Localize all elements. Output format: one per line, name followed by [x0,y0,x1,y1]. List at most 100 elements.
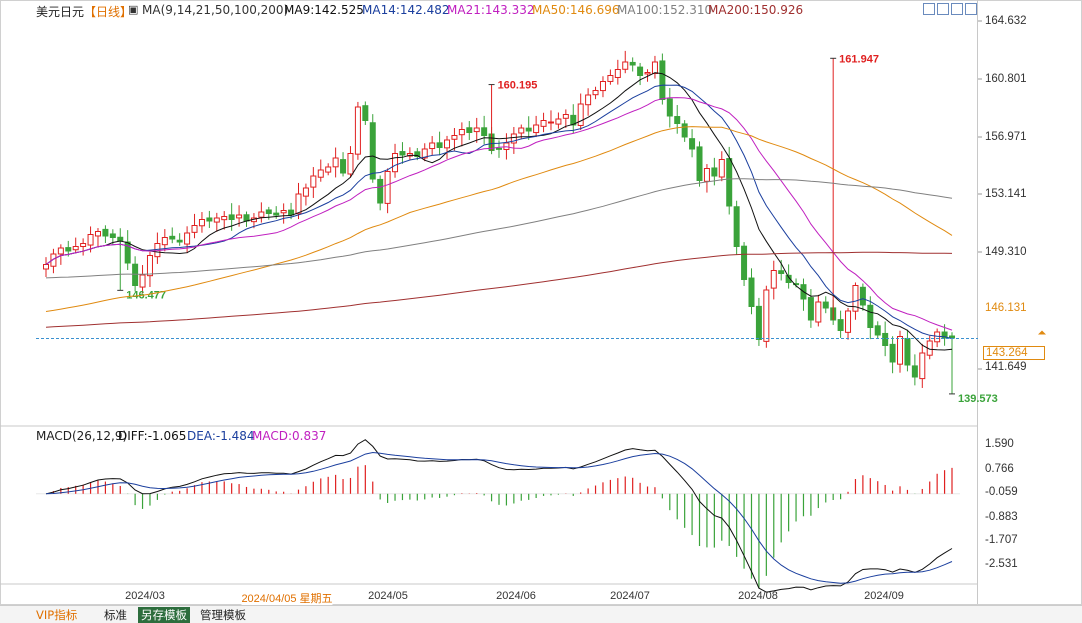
candle-body [399,151,406,156]
candle-body [362,105,369,121]
price-tick: 160.801 [985,73,1027,85]
candle-body [941,331,948,339]
price-tick: 153.141 [985,188,1027,200]
candle-body [763,289,770,342]
candle-body [659,60,666,100]
candle-body [317,169,324,178]
standard-tab[interactable]: 标准 [104,608,127,622]
zoom-icon[interactable] [937,3,949,15]
candle-body [874,325,881,336]
close-icon[interactable] [965,3,977,15]
candle-body [347,153,354,175]
macd-tick: -0.059 [985,486,1018,498]
candle-body [629,61,636,66]
current-price-label: 143.264 [983,346,1045,360]
candle-body [726,158,733,207]
candle-body [577,103,584,126]
ma100-line [45,178,953,279]
candle-body [703,168,710,182]
candle-body [451,135,458,140]
ma-label: MA(9,14,21,50,100,200) [142,3,289,17]
candle-body [518,127,525,134]
candle-body [911,365,918,378]
candle-body [295,193,302,215]
candle-body [414,151,421,158]
expand-icon[interactable] [951,3,963,15]
candle-body [94,231,101,237]
indicator-tab-bar: VIP指标 标准 另存模板 管理模板 [0,605,1082,623]
candle-body [243,214,250,222]
candle-body [473,127,480,133]
extreme-label: 161.947 [839,53,879,65]
candle-body [65,247,72,252]
ma14-line [45,84,953,340]
candle-body [599,81,606,92]
price-tick: 149.310 [985,246,1027,258]
candle-body [674,116,681,125]
candle-body [555,118,562,125]
candle-body [132,263,139,287]
candle-body [748,277,755,307]
candle-body [822,301,829,309]
ma50-line [45,126,953,312]
candle-body [711,167,718,177]
candle-body [859,286,866,306]
candle-body [607,75,614,82]
candle-body [421,148,428,159]
crosshair-icon[interactable] [923,3,935,15]
candle-body [845,310,852,333]
candle-body [540,120,547,127]
candle-body [57,247,64,255]
cursor-date-label: 2024/04/05 星期五 [241,590,333,606]
candle-body [369,122,376,180]
ma-settings-icon[interactable]: ▣ [128,3,139,16]
candle-body [429,142,436,150]
candle-body [919,352,926,380]
candle-body [718,159,725,178]
candle-body [302,187,309,197]
vip-indicator-tab[interactable]: VIP指标 [36,608,78,622]
candle-body [547,121,554,124]
macd-diff-value: DIFF:-1.065 [118,429,187,443]
candle-body [310,175,317,188]
ma50-axis-label: 146.131 [985,302,1027,314]
candle-body [755,305,762,341]
candle-body [651,61,658,74]
candle-body [325,166,332,173]
candle-body [837,319,844,331]
ma21-value: MA21:143.332 [447,3,535,17]
macd-tick: 0.766 [985,463,1014,475]
candle-body [392,153,399,173]
extreme-label: 139.573 [958,393,998,405]
candle-body [87,234,94,246]
candle-body [733,206,740,248]
chart-frame [0,0,1082,605]
candle-body [934,331,941,343]
candle-body [785,274,792,283]
macd-tick: 1.590 [985,438,1014,450]
candle-body [510,133,517,144]
date-tick: 2024/08 [738,590,778,602]
current-price-arrow-icon [1038,330,1046,335]
candle-body [377,178,384,204]
candle-body [882,332,889,346]
candle-body [354,106,361,155]
price-tick: 141.649 [985,361,1027,373]
ma100-value: MA100:152.310 [617,3,713,17]
candle-body [815,301,822,323]
candle-body [681,123,688,138]
macd-dea-value: DEA:-1.484 [187,429,255,443]
candle-body [852,285,859,312]
candle-body [644,72,651,75]
period-label[interactable]: 【日线】 [84,5,133,19]
candle-body [80,243,87,248]
manage-template-button[interactable]: 管理模板 [200,608,246,622]
candle-body [273,212,280,216]
save-template-button[interactable]: 另存模板 [138,607,190,623]
macd-dea-line [45,451,953,584]
candle-body [191,225,198,233]
macd-histogram-value: MACD:0.837 [252,429,327,443]
candle-body [340,159,347,174]
